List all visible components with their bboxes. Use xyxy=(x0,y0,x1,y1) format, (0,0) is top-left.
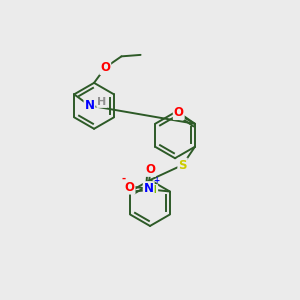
Text: S: S xyxy=(178,158,187,172)
Text: +: + xyxy=(153,176,159,185)
Text: O: O xyxy=(100,61,110,74)
Text: N: N xyxy=(144,182,154,195)
Text: H: H xyxy=(97,97,106,107)
Text: O: O xyxy=(124,181,135,194)
Text: N: N xyxy=(85,99,94,112)
Text: Cl: Cl xyxy=(146,185,157,195)
Text: -: - xyxy=(122,174,126,184)
Text: O: O xyxy=(174,106,184,119)
Text: O: O xyxy=(145,163,155,176)
